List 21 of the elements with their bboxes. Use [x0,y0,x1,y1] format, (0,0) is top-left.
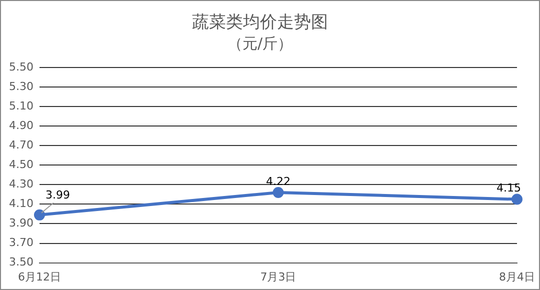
point [272,186,284,198]
y-tick-label: 4.70 [8,138,34,152]
y-tick-label: 3.70 [8,236,34,250]
y-tick-label: 4.30 [8,178,34,190]
y-tick-label: 4.10 [8,197,34,210]
y-tick-label: 5.30 [8,80,34,93]
point [34,209,45,220]
y-tick-label: 3.90 [8,216,34,230]
x-tick-label: 7月3日 [260,270,296,284]
point [512,194,522,205]
y-tick-label: 4.50 [8,158,34,171]
data-label: 3.99 [45,188,70,202]
y-tick-label: 5.50 [8,60,34,74]
chart-title: 蔬菜类均价走势图 [192,12,328,33]
x-tick-label: 8月4日 [499,270,535,284]
data-label: 4.15 [496,182,521,195]
chart-subtitle: （元/斤） [227,34,293,52]
y-tick-label: 5.10 [8,99,34,112]
y-tick-label: 3.50 [8,256,34,269]
y-tick-label: 4.90 [8,118,34,132]
x-tick-label: 6月12日 [18,270,61,284]
